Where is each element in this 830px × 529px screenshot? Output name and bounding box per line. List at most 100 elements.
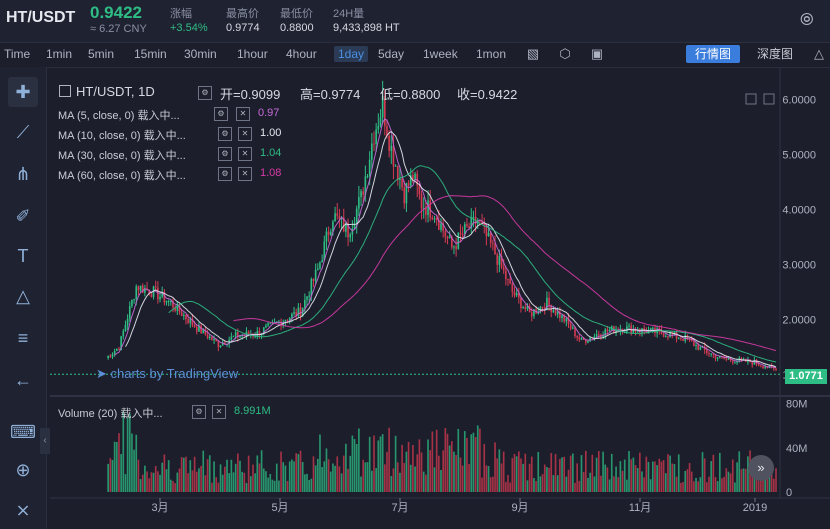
- ruler-icon[interactable]: ⌨: [10, 422, 36, 442]
- candle-body: [427, 200, 429, 216]
- collapse-toolbar-icon[interactable]: ‹: [40, 428, 50, 454]
- volume-bar: [515, 456, 518, 492]
- volume-bar: [667, 454, 669, 492]
- flame-icon: △: [814, 46, 824, 61]
- tradingview-watermark[interactable]: ➤ charts by TradingView: [96, 366, 238, 382]
- volume-bar: [375, 468, 377, 492]
- volume-bar: [483, 444, 486, 492]
- candle-body: [128, 306, 131, 319]
- volume-bar: [165, 469, 168, 492]
- candle-body: [137, 286, 140, 291]
- candle-body: [448, 236, 451, 239]
- volume-bar: [409, 464, 412, 492]
- candle-body: [775, 368, 777, 370]
- candle-body: [727, 358, 730, 360]
- candle-body: [647, 330, 650, 334]
- candle-body: [606, 329, 609, 332]
- interval-1mon[interactable]: 1mon: [476, 47, 507, 61]
- interval-1day[interactable]: 1day: [334, 46, 369, 62]
- candle-body: [697, 344, 700, 350]
- arrow-icon[interactable]: ←: [14, 370, 32, 390]
- kline-view-button[interactable]: 行情图: [686, 45, 740, 63]
- ma5-remove-icon[interactable]: ✕: [236, 107, 250, 121]
- pitchfork-icon[interactable]: ⋔: [15, 164, 31, 184]
- volume-bar: [537, 451, 540, 492]
- candle-body: [587, 341, 589, 343]
- zoom-icon[interactable]: ⊕: [15, 460, 31, 480]
- ma60-settings-icon[interactable]: ⚙: [218, 167, 232, 181]
- indicators-icon[interactable]: ▧: [526, 46, 540, 61]
- candle-body: [323, 241, 326, 261]
- interval-1min[interactable]: 1min: [46, 47, 73, 61]
- ma10-remove-icon[interactable]: ✕: [238, 127, 252, 141]
- volume-bar: [647, 461, 650, 492]
- volume-bar: [252, 464, 254, 492]
- volume-bar: [109, 458, 112, 492]
- interval-time[interactable]: Time: [4, 47, 31, 61]
- volume-bar: [416, 454, 419, 492]
- interval-5min[interactable]: 5min: [88, 47, 115, 61]
- brush-icon[interactable]: ✐: [15, 206, 31, 226]
- interval-30min[interactable]: 30min: [184, 47, 217, 61]
- volume-bar: [626, 479, 628, 492]
- candle-body: [403, 187, 406, 204]
- candle-body: [751, 362, 754, 365]
- crosshair-icon[interactable]: ✚: [8, 77, 38, 107]
- volume-bar: [565, 476, 568, 492]
- candle-body: [345, 223, 347, 232]
- ma10-settings-icon[interactable]: ⚙: [218, 127, 232, 141]
- volume-bar: [431, 431, 434, 492]
- scroll-to-realtime-icon[interactable]: »: [748, 455, 774, 481]
- fullscreen-icon[interactable]: ▣: [590, 46, 604, 61]
- candle-body: [742, 358, 745, 360]
- hide-chart-icon[interactable]: ⦾: [800, 10, 814, 29]
- pattern-icon[interactable]: △: [16, 286, 30, 306]
- candle-body: [334, 213, 336, 222]
- volume-bar: [634, 465, 637, 492]
- interval-15min[interactable]: 15min: [134, 47, 167, 61]
- candle-body: [113, 351, 116, 355]
- candle-body: [258, 331, 261, 336]
- volume-bar: [500, 463, 503, 492]
- candle-body: [773, 366, 775, 369]
- candle-body: [174, 307, 176, 311]
- candle-body: [714, 354, 717, 359]
- candle-body: [325, 231, 328, 242]
- volume-bar: [195, 471, 198, 492]
- volume-remove-icon[interactable]: ✕: [212, 405, 226, 419]
- depth-view-button[interactable]: 深度图: [756, 47, 793, 61]
- volume-bar: [295, 453, 298, 492]
- volume-bar: [710, 461, 712, 492]
- candle-body: [371, 143, 373, 160]
- volume-bar: [178, 468, 181, 492]
- volume-bar: [688, 463, 691, 492]
- volume-bar: [701, 452, 704, 492]
- text-icon[interactable]: T: [17, 246, 29, 266]
- volume-settings-icon[interactable]: ⚙: [192, 405, 206, 419]
- candle-body: [224, 342, 226, 345]
- volume-bar: [157, 471, 159, 492]
- trendline-icon[interactable]: ⟋: [16, 122, 30, 142]
- candle-body: [470, 217, 473, 229]
- magnet-icon[interactable]: ⨯: [15, 500, 31, 520]
- interval-1hour[interactable]: 1hour: [237, 47, 268, 61]
- ma30-remove-icon[interactable]: ✕: [238, 147, 252, 161]
- interval-4hour[interactable]: 4hour: [286, 47, 317, 61]
- candle-body: [180, 311, 183, 317]
- collapse-legend-icon[interactable]: [59, 85, 71, 97]
- ma5-settings-icon[interactable]: ⚙: [214, 107, 228, 121]
- volume-bar: [275, 463, 278, 492]
- interval-1week[interactable]: 1week: [423, 47, 458, 61]
- candle-body: [556, 311, 559, 315]
- candle-body: [407, 183, 410, 186]
- fib-icon[interactable]: ≡: [17, 328, 29, 348]
- interval-5day[interactable]: 5day: [378, 47, 405, 61]
- candle-body: [489, 232, 492, 243]
- ma30-settings-icon[interactable]: ⚙: [218, 147, 232, 161]
- ma60-remove-icon[interactable]: ✕: [238, 167, 252, 181]
- candle-body: [347, 223, 349, 238]
- settings-icon[interactable]: ⬡: [559, 46, 571, 61]
- volume-bar: [450, 441, 453, 492]
- legend-settings-icon[interactable]: ⚙: [198, 86, 212, 100]
